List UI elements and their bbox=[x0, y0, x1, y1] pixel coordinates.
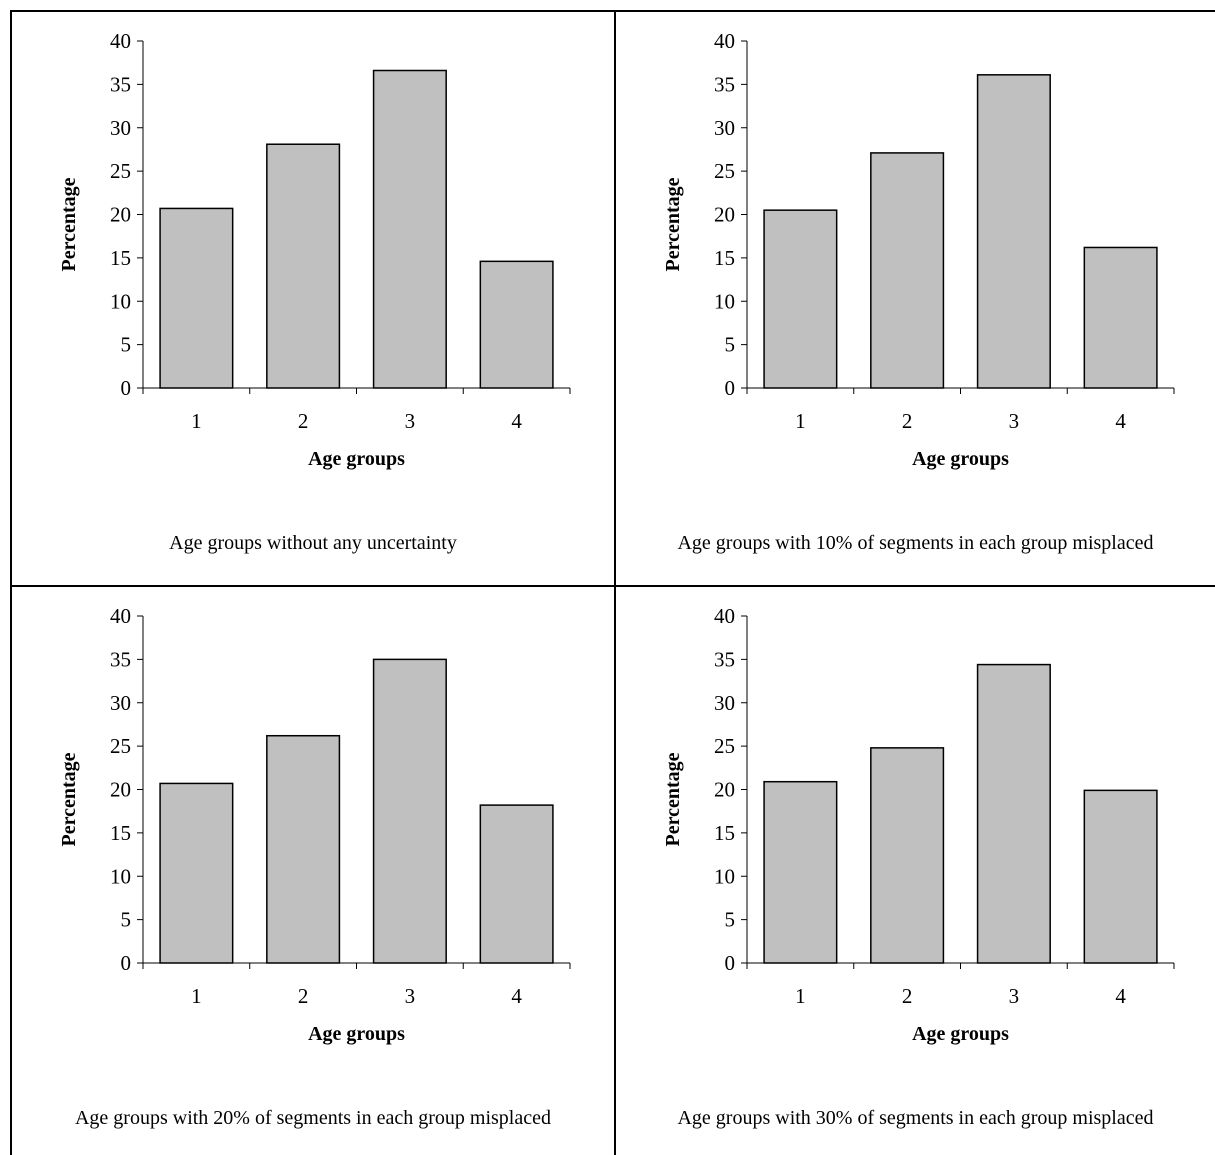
x-tick-label: 1 bbox=[191, 984, 202, 1008]
bar-age-group-3 bbox=[372, 69, 447, 389]
y-axis-title: Percentage bbox=[662, 752, 684, 846]
x-tick-label: 1 bbox=[795, 409, 806, 433]
y-tick-label: 0 bbox=[725, 376, 736, 400]
grid-border-left bbox=[10, 10, 12, 1155]
y-tick-label: 30 bbox=[714, 691, 735, 715]
y-tick-label: 15 bbox=[110, 821, 131, 845]
y-tick-label: 20 bbox=[714, 778, 735, 802]
x-tick-label: 4 bbox=[511, 984, 522, 1008]
x-axis-title: Age groups bbox=[308, 448, 405, 470]
bar-chart-svg: 0 5 10 15 20 25 30 35 40 1 2 3 4 Age groups Percentage bbox=[58, 604, 571, 1045]
y-tick-label: 35 bbox=[714, 72, 735, 96]
bar-age-group-1 bbox=[763, 209, 838, 389]
y-tick-label: 20 bbox=[714, 203, 735, 227]
y-tick-label: 40 bbox=[110, 604, 131, 628]
y-tick-label: 25 bbox=[110, 159, 131, 183]
y-tick-label: 10 bbox=[714, 289, 735, 313]
bar-chart-svg: 0 5 10 15 20 25 30 35 40 1 2 3 4 Age groups Percentage bbox=[662, 604, 1175, 1045]
y-tick-label: 15 bbox=[714, 821, 735, 845]
bar-age-group-3 bbox=[976, 663, 1051, 964]
x-tick-label: 1 bbox=[795, 984, 806, 1008]
x-axis-title: Age groups bbox=[308, 1023, 405, 1045]
x-tick-label: 1 bbox=[191, 409, 202, 433]
x-tick-label: 2 bbox=[298, 984, 309, 1008]
bar-age-group-2 bbox=[870, 152, 945, 389]
grid-border-top bbox=[10, 10, 1215, 12]
x-axis-title: Age groups bbox=[912, 448, 1009, 470]
bar-age-group-4 bbox=[1083, 246, 1158, 389]
x-tick-label: 3 bbox=[1009, 409, 1020, 433]
grid-border-middle bbox=[10, 585, 1215, 587]
bar-age-group-4 bbox=[479, 260, 554, 389]
bar-age-group-2 bbox=[870, 747, 945, 964]
chart-panel-no-uncertainty: 0 5 10 15 20 25 30 35 40 1 2 3 4 Age groups Percentage… bbox=[12, 12, 614, 585]
y-tick-label: 15 bbox=[110, 246, 131, 270]
y-tick-label: 30 bbox=[714, 116, 735, 140]
y-tick-label: 20 bbox=[110, 778, 131, 802]
x-axis-title: Age groups bbox=[912, 1023, 1009, 1045]
x-tick-label: 4 bbox=[1115, 984, 1126, 1008]
y-tick-label: 10 bbox=[714, 864, 735, 888]
y-tick-label: 5 bbox=[121, 908, 132, 932]
y-tick-label: 40 bbox=[714, 29, 735, 53]
x-tick-label: 3 bbox=[405, 984, 416, 1008]
bar-age-group-1 bbox=[159, 782, 234, 964]
y-tick-label: 30 bbox=[110, 116, 131, 140]
y-tick-label: 30 bbox=[110, 691, 131, 715]
y-tick-label: 10 bbox=[110, 864, 131, 888]
x-tick-label: 4 bbox=[511, 409, 522, 433]
bar-age-group-1 bbox=[159, 207, 234, 389]
bar-age-group-4 bbox=[1083, 789, 1158, 964]
y-tick-label: 35 bbox=[714, 647, 735, 671]
chart-caption: Age groups with 20% of segments in each … bbox=[74, 1107, 551, 1129]
y-tick-label: 15 bbox=[714, 246, 735, 270]
bar-chart-svg: 0 5 10 15 20 25 30 35 40 1 2 3 4 Age groups Percentage bbox=[662, 29, 1175, 470]
y-tick-label: 40 bbox=[714, 604, 735, 628]
chart-caption: Age groups with 10% of segments in each … bbox=[677, 532, 1154, 554]
grid-border-center bbox=[614, 10, 616, 1155]
y-tick-label: 5 bbox=[725, 333, 736, 357]
y-tick-label: 0 bbox=[121, 376, 132, 400]
x-tick-label: 2 bbox=[298, 409, 309, 433]
bar-age-group-4 bbox=[479, 804, 554, 964]
y-tick-label: 40 bbox=[110, 29, 131, 53]
chart-panel-20-percent: 0 5 10 15 20 25 30 35 40 1 2 3 4 Age groups Percentage… bbox=[12, 587, 614, 1155]
x-tick-label: 4 bbox=[1115, 409, 1126, 433]
y-tick-label: 5 bbox=[725, 908, 736, 932]
y-tick-label: 5 bbox=[121, 333, 132, 357]
y-axis-title: Percentage bbox=[662, 177, 684, 271]
y-axis-title: Percentage bbox=[58, 177, 80, 271]
bar-chart-svg: 0 5 10 15 20 25 30 35 40 1 2 3 4 Age groups Percentage bbox=[58, 29, 571, 470]
y-tick-label: 0 bbox=[121, 951, 132, 975]
y-axis-title: Percentage bbox=[58, 752, 80, 846]
y-tick-label: 0 bbox=[725, 951, 736, 975]
y-tick-label: 35 bbox=[110, 72, 131, 96]
bar-age-group-2 bbox=[266, 143, 341, 389]
bar-age-group-2 bbox=[266, 734, 341, 964]
bar-age-group-3 bbox=[976, 74, 1051, 389]
x-tick-label: 3 bbox=[405, 409, 416, 433]
chart-panel-10-percent: 0 5 10 15 20 25 30 35 40 1 2 3 4 Age groups Percentage… bbox=[616, 12, 1215, 585]
x-tick-label: 2 bbox=[902, 409, 913, 433]
bar-age-group-3 bbox=[372, 658, 447, 964]
y-tick-label: 35 bbox=[110, 647, 131, 671]
chart-caption: Age groups with 30% of segments in each … bbox=[677, 1107, 1154, 1129]
x-tick-label: 3 bbox=[1009, 984, 1020, 1008]
y-tick-label: 10 bbox=[110, 289, 131, 313]
y-tick-label: 25 bbox=[714, 159, 735, 183]
y-tick-label: 20 bbox=[110, 203, 131, 227]
bar-age-group-1 bbox=[763, 780, 838, 964]
x-tick-label: 2 bbox=[902, 984, 913, 1008]
chart-caption: Age groups without any uncertainty bbox=[169, 532, 457, 554]
y-tick-label: 25 bbox=[110, 734, 131, 758]
chart-panel-30-percent: 0 5 10 15 20 25 30 35 40 1 2 3 4 Age groups Percentage… bbox=[616, 587, 1215, 1155]
y-tick-label: 25 bbox=[714, 734, 735, 758]
